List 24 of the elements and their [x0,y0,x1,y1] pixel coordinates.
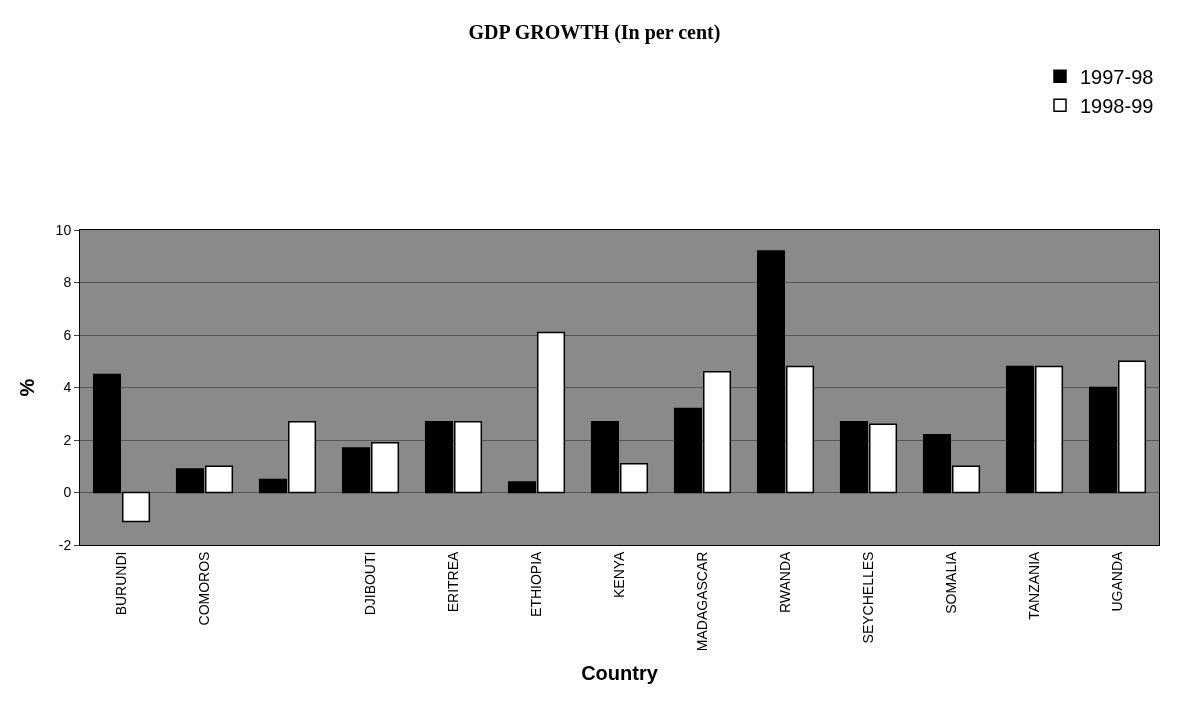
y-tick-label: 6 [63,326,72,343]
legend-label: 1997-98 [1080,66,1154,89]
legend-label: 1998-99 [1080,95,1154,118]
x-tick-label: COMOROS [196,551,213,626]
x-tick-label: SOMALIA [943,550,960,614]
y-axis-title: % [16,378,39,397]
y-tick-label: 10 [55,221,72,238]
x-tick-label: SEYCHELLES [860,551,877,644]
x-tick-label: ERITREA [445,550,462,613]
y-tick-label: 8 [63,274,72,291]
x-tick-label: MADAGASCAR [694,551,711,652]
x-tick-label: ETHIOPIA [528,550,545,617]
x-tick-label: BURUNDI [113,551,130,616]
y-tick-label: 2 [63,431,72,448]
x-tick-label: DJIBOUTI [362,551,379,616]
y-tick-label: -2 [58,536,72,553]
x-tick-label: RWANDA [777,550,794,614]
x-tick-label: TANZANIA [1026,550,1043,620]
y-tick-label: 4 [63,379,72,396]
x-tick-label: UGANDA [1109,550,1126,612]
x-axis-title: Country [581,661,659,684]
y-tick-label: 0 [63,484,72,501]
x-tick-label: KENYA [611,550,628,599]
chart-title: GDP GROWTH (In per cent) [468,21,721,45]
